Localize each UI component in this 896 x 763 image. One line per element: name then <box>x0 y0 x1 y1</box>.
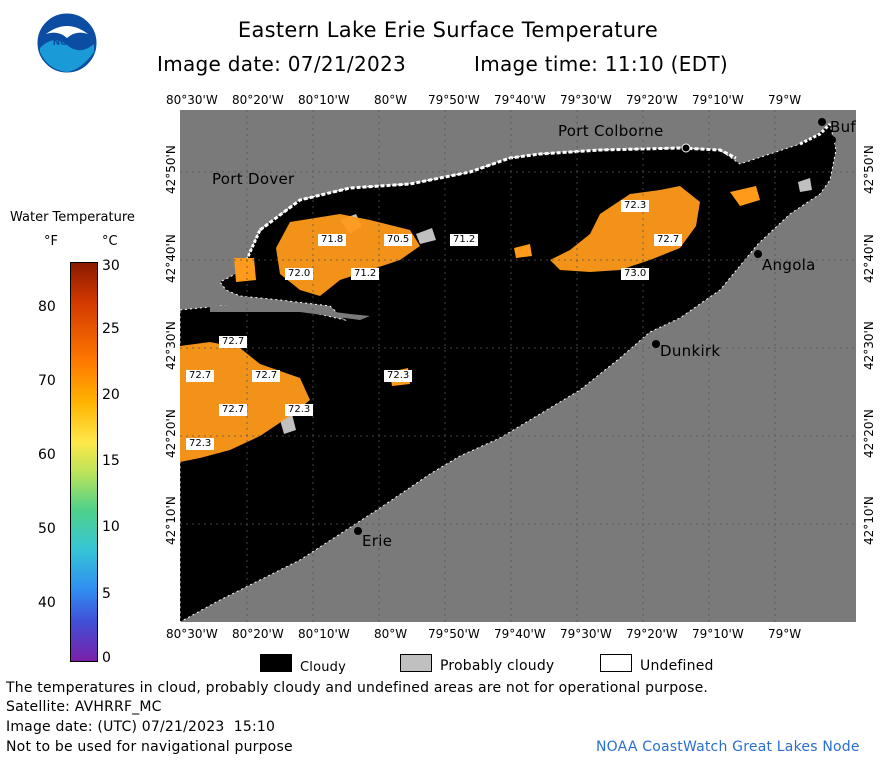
noaa-logo: NOAA <box>36 12 98 74</box>
lon-label-top: 80°W <box>374 93 408 107</box>
scale-title: Water Temperature <box>10 210 135 225</box>
marker-buffalo <box>818 118 826 126</box>
legend-swatch-undefined <box>600 654 632 672</box>
scale-tick-f: 60 <box>38 447 56 463</box>
scale-tick-c: 5 <box>102 586 111 602</box>
temp-label: 72.7 <box>219 336 248 348</box>
lon-label-top: 79°50'W <box>428 93 480 107</box>
temp-label: 71.2 <box>450 234 479 246</box>
lon-label-bottom: 79°50'W <box>428 627 480 641</box>
warm-water-patch <box>550 186 700 272</box>
lat-label-left: 42°50'N <box>164 145 178 194</box>
temp-label: 72.0 <box>285 268 314 280</box>
scale-tick-c: 10 <box>102 519 120 535</box>
lon-label-bottom: 79°20'W <box>626 627 678 641</box>
scale-tick-c: 20 <box>102 387 120 403</box>
lon-label-bottom: 79°30'W <box>560 627 612 641</box>
lat-label-left: 42°10'N <box>164 496 178 545</box>
marker-dunkirk <box>652 340 660 348</box>
scale-tick-f: 80 <box>38 299 56 315</box>
lon-label-bottom: 80°30'W <box>166 627 218 641</box>
scale-tick-c: 25 <box>102 321 120 337</box>
temp-label: 71.8 <box>318 234 347 246</box>
warm-water-patch <box>234 258 256 282</box>
image-time: Image time: 11:10 (EDT) <box>474 52 729 76</box>
scale-tick-c: 15 <box>102 453 120 469</box>
footer-credit: NOAA CoastWatch Great Lakes Node <box>596 739 860 755</box>
lat-label-right: 42°10'N <box>862 496 876 545</box>
footer-utc-date: Image date: (UTC) 07/21/2023 15:10 <box>6 719 276 735</box>
page-title: Eastern Lake Erie Surface Temperature <box>237 18 659 42</box>
lon-label-top: 79°10'W <box>692 93 744 107</box>
temp-label: 72.3 <box>285 404 314 416</box>
temp-label: 71.2 <box>351 268 380 280</box>
lon-label-bottom: 79°10'W <box>692 627 744 641</box>
temp-label: 72.7 <box>219 404 248 416</box>
marker-port-colborne <box>681 143 691 153</box>
warm-water-patch <box>514 244 532 258</box>
temp-label: 72.3 <box>384 370 413 382</box>
lon-label-top: 79°30'W <box>560 93 612 107</box>
scale-unit-f: °F <box>44 234 58 249</box>
temp-label: 72.3 <box>621 200 650 212</box>
lon-label-bottom: 80°20'W <box>232 627 284 641</box>
scale-tick-f: 50 <box>38 521 56 537</box>
lon-label-top: 80°20'W <box>232 93 284 107</box>
scale-tick-c: 30 <box>102 258 120 274</box>
scale-tick-f: 40 <box>38 595 56 611</box>
temp-label: 72.3 <box>186 438 215 450</box>
warm-water-patch <box>730 186 760 206</box>
temp-label: 70.5 <box>384 234 413 246</box>
temp-label: 72.7 <box>654 234 683 246</box>
legend-swatch-cloudy <box>260 654 292 672</box>
lat-label-right: 42°20'N <box>862 409 876 458</box>
lon-label-top: 79°W <box>768 93 802 107</box>
place-erie: Erie <box>362 532 393 550</box>
lon-label-top: 79°40'W <box>494 93 546 107</box>
lon-label-top: 79°20'W <box>626 93 678 107</box>
lon-label-bottom: 80°W <box>374 627 408 641</box>
legend-swatch-probably-cloudy <box>400 654 432 672</box>
scale-tick-f: 70 <box>38 373 56 389</box>
footer-satellite: Satellite: AVHRRF_MC <box>6 699 162 715</box>
legend-label-cloudy: Cloudy <box>300 660 347 675</box>
lat-label-left: 42°40'N <box>164 234 178 283</box>
scale-unit-c: °C <box>102 234 118 249</box>
image-date: Image date: 07/21/2023 <box>157 52 407 76</box>
legend-label-probably-cloudy: Probably cloudy <box>440 658 555 674</box>
color-scale-bar <box>70 262 98 662</box>
footer-note: The temperatures in cloud, probably clou… <box>6 680 709 696</box>
lon-label-bottom: 80°10'W <box>298 627 350 641</box>
map-frame: Port Colborne Port Dover Angola Dunkirk … <box>180 110 856 622</box>
svg-text:NOAA: NOAA <box>53 38 82 48</box>
place-port-colborne: Port Colborne <box>558 122 664 140</box>
lon-label-top: 80°10'W <box>298 93 350 107</box>
legend-label-undefined: Undefined <box>640 658 714 674</box>
marker-erie <box>354 527 362 535</box>
lon-label-top: 80°30'W <box>166 93 218 107</box>
temp-label: 72.7 <box>252 370 281 382</box>
lat-label-right: 42°30'N <box>862 321 876 370</box>
lat-label-left: 42°30'N <box>164 321 178 370</box>
temp-label: 72.7 <box>186 370 215 382</box>
place-angola: Angola <box>762 256 816 274</box>
lon-label-bottom: 79°W <box>768 627 802 641</box>
long-point-spit <box>210 306 370 320</box>
place-buffalo: Buf <box>830 118 856 136</box>
lat-label-left: 42°20'N <box>164 409 178 458</box>
temp-label: 73.0 <box>621 268 650 280</box>
footer-nav-warning: Not to be used for navigational purpose <box>6 739 293 755</box>
place-dunkirk: Dunkirk <box>660 342 721 360</box>
marker-angola <box>754 250 762 258</box>
marker-buffalo-2 <box>828 136 836 144</box>
place-port-dover: Port Dover <box>212 170 295 188</box>
scale-tick-c: 0 <box>102 650 111 666</box>
lon-label-bottom: 79°40'W <box>494 627 546 641</box>
lat-label-right: 42°40'N <box>862 234 876 283</box>
lat-label-right: 42°50'N <box>862 145 876 194</box>
